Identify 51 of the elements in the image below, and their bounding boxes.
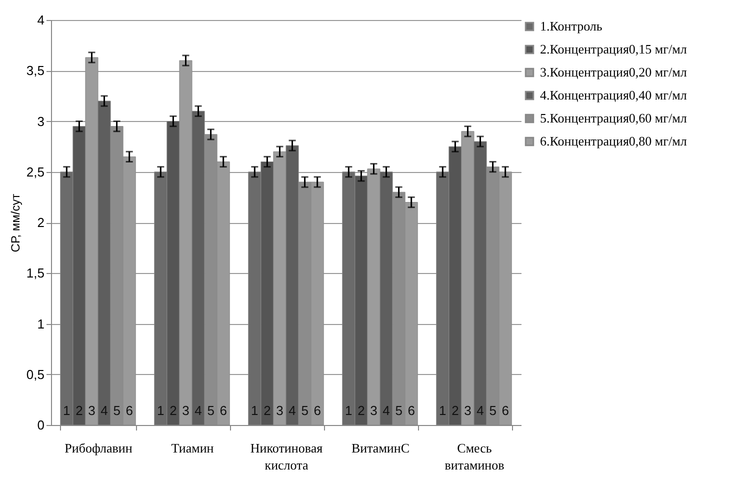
annotation: 6 bbox=[126, 403, 133, 418]
annotation: 2 bbox=[452, 403, 459, 418]
annotation: 6 bbox=[314, 403, 321, 418]
y-axis-title: СР, мм/сут bbox=[8, 193, 22, 252]
y-tick-label: 1 bbox=[37, 316, 44, 332]
annotation: 6 bbox=[502, 403, 509, 418]
annotation: 3 bbox=[88, 403, 96, 418]
annotation: 6 bbox=[220, 403, 227, 418]
x-tick-label: Тиамин bbox=[171, 440, 214, 456]
annotation: 2 bbox=[358, 403, 365, 418]
x-tick-label: Смесь витаминов bbox=[444, 440, 504, 472]
legend-label: 1.Контроль bbox=[540, 18, 602, 34]
annotation: 5 bbox=[301, 403, 308, 418]
annotation: 4 bbox=[194, 403, 202, 418]
annotation: 3 bbox=[182, 403, 190, 418]
legend-label: 3.Концентрация0,20 мг/мл bbox=[540, 64, 688, 80]
annotation: 3 bbox=[276, 403, 284, 418]
annotation: 5 bbox=[395, 403, 402, 418]
y-tick-label: 2 bbox=[37, 215, 44, 230]
y-tick-label: 0 bbox=[37, 418, 44, 432]
annotation: 2 bbox=[264, 403, 271, 418]
annotation: 1 bbox=[157, 403, 164, 418]
annotation: 2 bbox=[170, 403, 177, 418]
annotation: 1 bbox=[439, 403, 446, 418]
y-tick-label: 4 bbox=[37, 12, 44, 28]
annotation: 6 bbox=[408, 403, 415, 418]
y-tick-label: 3 bbox=[37, 114, 44, 129]
annotation: 5 bbox=[489, 403, 496, 418]
annotation: 4 bbox=[382, 403, 390, 418]
annotation: 5 bbox=[207, 403, 214, 418]
legend-label: 4.Концентрация0,40 мг/мл bbox=[540, 88, 688, 102]
annotation: 4 bbox=[476, 403, 484, 418]
annotation: 5 bbox=[113, 403, 120, 418]
y-tick-label: 3,5 bbox=[26, 63, 44, 78]
legend-label: 2.Концентрация0,15 мг/мл bbox=[540, 42, 688, 56]
annotation: 4 bbox=[288, 403, 296, 418]
y-tick-label: 2,5 bbox=[26, 164, 44, 180]
x-tick-label: ВитаминС bbox=[351, 440, 410, 456]
annotation: 3 bbox=[464, 403, 472, 418]
legend-label: 5.Концентрация0,60 мг/мл bbox=[540, 110, 688, 126]
annotation: 1 bbox=[251, 403, 258, 418]
y-tick-label: 0,5 bbox=[26, 366, 44, 382]
annotation: 3 bbox=[370, 403, 378, 418]
y-tick-label: 1,5 bbox=[26, 266, 44, 281]
annotation: 2 bbox=[76, 403, 83, 418]
annotation: 1 bbox=[345, 403, 352, 418]
annotation: 1 bbox=[63, 403, 70, 418]
x-tick-label: Никотиновая кислота bbox=[250, 440, 323, 472]
annotation: 4 bbox=[100, 403, 108, 418]
legend-label: 6.Концентрация0,80 мг/мл bbox=[540, 134, 688, 148]
x-tick-label: Рибофлавин bbox=[64, 440, 132, 456]
